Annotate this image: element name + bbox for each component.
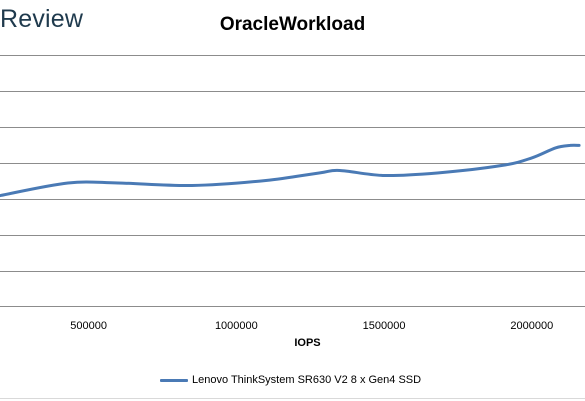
x-tick-label: 1000000 <box>215 320 258 332</box>
legend-label: Lenovo ThinkSystem SR630 V2 8 x Gen4 SSD <box>192 374 422 386</box>
x-tick-labels: 500000 1000000 1500000 2000000 <box>70 320 553 332</box>
x-tick-label: 500000 <box>70 320 107 332</box>
gridlines <box>0 55 585 307</box>
x-tick-label: 1500000 <box>363 320 406 332</box>
review-logo: Review <box>0 5 84 33</box>
x-tick-label: 2000000 <box>510 320 553 332</box>
frame-bottom-border <box>0 398 585 399</box>
chart-title: OracleWorkload <box>219 14 366 35</box>
legend: Lenovo ThinkSystem SR630 V2 8 x Gen4 SSD <box>160 374 421 386</box>
legend-swatch <box>160 378 188 382</box>
series-line <box>0 143 581 198</box>
x-axis-label: IOPS <box>294 337 321 349</box>
